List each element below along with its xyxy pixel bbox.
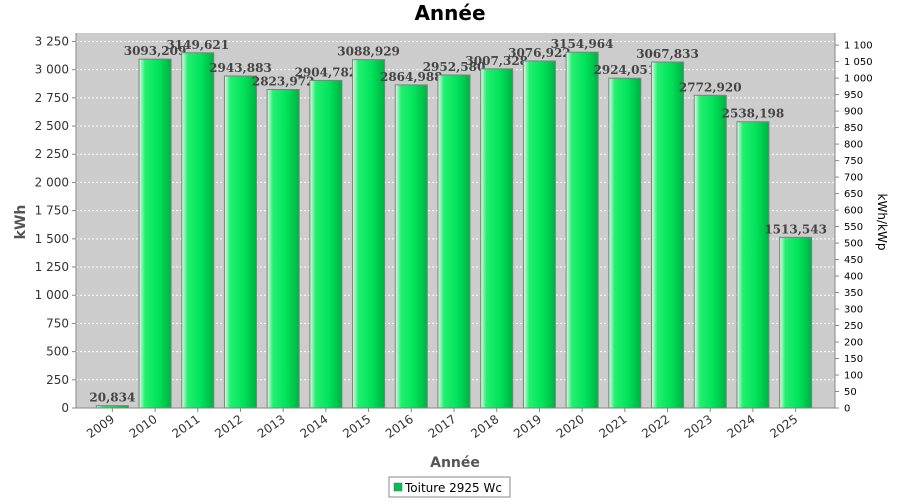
- y2-tick-label: 1 000: [844, 74, 873, 85]
- bar-value-label: 2864,988: [380, 70, 443, 84]
- bar: [736, 121, 770, 409]
- bar-value-label: 2943,883: [209, 61, 272, 75]
- bar-value-label: 3154,964: [551, 37, 614, 51]
- y2-axis-label: kWh/kWp: [875, 194, 889, 251]
- y2-tick-label: 200: [844, 338, 863, 349]
- bar: [352, 59, 386, 409]
- y-tick-label: 2 500: [35, 119, 69, 133]
- x-tick-label: 2013: [255, 412, 288, 441]
- y2-tick-label: 850: [844, 123, 863, 134]
- y2-tick-label: 400: [844, 272, 863, 283]
- y-tick-label: 1 500: [35, 232, 69, 246]
- bar: [693, 94, 727, 409]
- x-tick-label: 2015: [340, 412, 373, 441]
- y-tick-label: 3 000: [35, 63, 69, 77]
- y2-tick-label: 600: [844, 206, 863, 217]
- y-tick-label: 250: [46, 373, 69, 387]
- bar-value-label: 3088,929: [337, 45, 400, 59]
- bar-value-label: 2904,782: [295, 65, 358, 79]
- y2-tick-label: 350: [844, 288, 863, 299]
- y-tick-label: 2 250: [35, 147, 69, 161]
- bar-value-label: 3093,209: [124, 44, 187, 58]
- bar: [266, 89, 300, 409]
- legend-swatch: [393, 482, 403, 492]
- x-tick-label: 2025: [767, 412, 800, 441]
- y2-tick-label: 700: [844, 173, 863, 184]
- bar: [608, 77, 642, 409]
- x-tick-label: 2019: [511, 412, 544, 441]
- x-tick-label: 2009: [84, 412, 117, 441]
- x-tick-label: 2021: [596, 412, 629, 441]
- bar: [181, 52, 215, 409]
- bar: [522, 60, 556, 409]
- y2-tick-label: 450: [844, 255, 863, 266]
- bar-value-label: 2952,580: [423, 60, 486, 74]
- bar: [394, 84, 428, 409]
- bar-value-label: 2924,051: [594, 63, 657, 77]
- x-tick-label: 2024: [725, 412, 758, 441]
- bar: [565, 51, 599, 409]
- bar: [95, 405, 129, 409]
- y2-tick-label: 500: [844, 239, 863, 250]
- y2-tick-label: 800: [844, 140, 863, 151]
- bar-value-label: 3149,621: [166, 38, 229, 52]
- bar-value-label: 3076,922: [508, 46, 571, 60]
- y2-tick-label: 0: [844, 404, 850, 415]
- chart-title: Année: [414, 1, 485, 25]
- x-tick-label: 2023: [682, 412, 715, 441]
- bar: [309, 79, 343, 409]
- x-tick-label: 2014: [298, 412, 331, 441]
- x-tick-label: 2012: [212, 412, 245, 441]
- y-tick-label: 750: [46, 316, 69, 330]
- y2-tick-label: 550: [844, 222, 863, 233]
- y2-tick-label: 300: [844, 305, 863, 316]
- y2-tick-label: 900: [844, 107, 863, 118]
- x-tick-label: 2016: [383, 412, 416, 441]
- y2-tick-label: 950: [844, 90, 863, 101]
- legend: Toiture 2925 Wc: [388, 476, 511, 498]
- bar: [138, 58, 172, 409]
- y2-tick-label: 1 050: [844, 57, 873, 68]
- bar: [779, 236, 813, 409]
- y-tick-label: 500: [46, 345, 69, 359]
- bar: [437, 74, 471, 409]
- bar-value-label: 3067,833: [636, 47, 699, 61]
- bar-value-label: 20,834: [89, 391, 135, 405]
- y-tick-label: 1 750: [35, 204, 69, 218]
- bar: [651, 61, 685, 409]
- bar-value-label: 2772,920: [679, 80, 742, 94]
- bar: [480, 68, 514, 409]
- bar-value-label: 2823,972: [252, 75, 315, 89]
- y-tick-label: 0: [61, 401, 69, 415]
- bar-value-label: 3007,328: [465, 54, 528, 68]
- x-axis-label: Année: [430, 455, 480, 471]
- y-tick-label: 3 250: [35, 34, 69, 48]
- x-tick-label: 2018: [468, 412, 501, 441]
- x-tick-label: 2017: [426, 412, 459, 441]
- y2-tick-label: 650: [844, 189, 863, 200]
- x-tick-label: 2011: [169, 412, 202, 441]
- x-tick-label: 2022: [639, 412, 672, 441]
- y-tick-label: 2 750: [35, 91, 69, 105]
- x-tick-label: 2010: [127, 412, 160, 441]
- y2-tick-label: 1 100: [844, 41, 873, 52]
- y-tick-label: 1 000: [35, 288, 69, 302]
- y2-tick-label: 750: [844, 156, 863, 167]
- y-axis-label: kWh: [13, 205, 29, 240]
- bar-value-label: 1513,543: [764, 222, 827, 236]
- y-tick-label: 1 250: [35, 260, 69, 274]
- legend-label: Toiture 2925 Wc: [404, 481, 502, 495]
- bar-value-label: 2538,198: [722, 107, 785, 121]
- y2-tick-label: 250: [844, 321, 863, 332]
- y2-tick-label: 50: [844, 387, 857, 398]
- x-tick-label: 2020: [554, 412, 587, 441]
- y2-tick-label: 100: [844, 371, 863, 382]
- bar: [223, 75, 257, 409]
- y2-tick-label: 150: [844, 354, 863, 365]
- y-tick-label: 2 000: [35, 175, 69, 189]
